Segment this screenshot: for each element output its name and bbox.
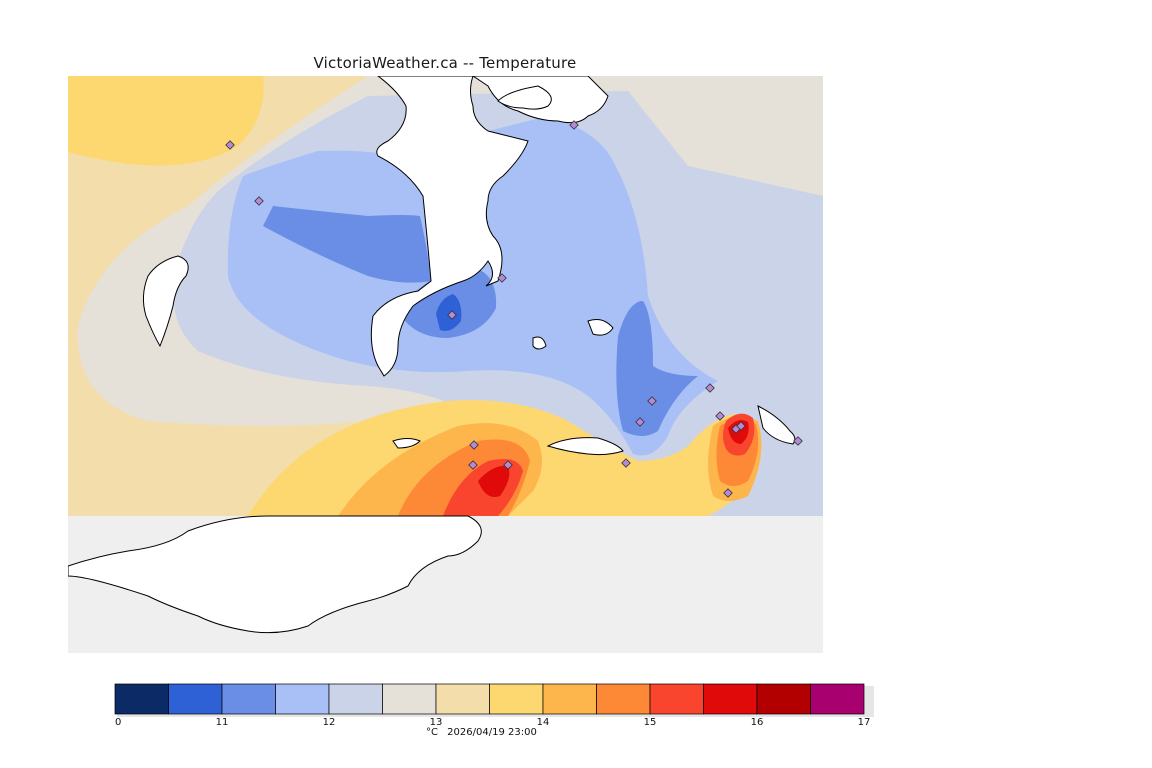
land-central-peninsula [370,76,529,377]
station-marker [469,440,479,450]
station-marker [715,411,725,421]
land-small-islet-2 [532,336,547,350]
colorbar-tick-label: 11 [216,717,229,728]
station-marker [723,488,733,498]
station-marker [468,460,478,470]
colorbar-bin [489,683,544,715]
station-marker [447,310,457,320]
colorbar-tick-label: 14 [537,717,550,728]
colorbar-bin [114,683,169,715]
contour-11-11.5-west [263,206,431,283]
colorbar-bin [221,683,276,715]
station-marker [497,273,507,283]
colorbar: 10 11 12 13 14 15 16 17 [114,683,874,728]
colorbar-caption: °C 2026/04/19 23:00 [426,727,537,738]
colorbar-bin [703,683,758,715]
temperature-map [68,76,823,653]
colorbar-bin [328,683,383,715]
colorbar-bin [649,683,704,715]
colorbar-bin [810,683,865,715]
colorbar-tick-label: 17 [858,717,871,728]
coastline [68,76,796,634]
colorbar-tick-label: 10 [114,717,121,728]
colorbar-unit: °C [426,727,438,738]
station-marker [225,140,235,150]
station-marker [254,196,264,206]
colorbar-bin [596,683,651,715]
station-marker [635,417,645,427]
contour-10.5-11 [436,294,462,331]
colorbar-bin [435,683,490,715]
station-markers [225,120,803,498]
contour-13.5-14-north [68,76,264,166]
temperature-field [68,76,823,516]
colorbar-tick-label: 13 [430,717,443,728]
land-east-point [757,405,796,445]
colorbar-ticks: 10 11 12 13 14 15 16 17 [114,717,870,728]
colorbar-bin [382,683,437,715]
colorbar-tick-label: 16 [751,717,764,728]
station-marker [503,460,513,470]
land-southeast-spit [546,437,624,456]
colorbar-bin [275,683,330,715]
station-marker [736,421,746,431]
land-west-island [142,255,189,348]
colorbar-tick-label: 15 [644,717,657,728]
station-marker [569,120,579,130]
land-south-mainland [68,515,482,634]
colorbar-datetime: 2026/04/19 23:00 [447,727,537,738]
land-north-bay [497,85,552,110]
colorbar-bin [168,683,223,715]
land-small-islet-3 [587,319,614,336]
colorbar-bins [114,683,865,715]
colorbar-bin [756,683,811,715]
colorbar-tick-label: 12 [323,717,336,728]
station-marker [621,458,631,468]
station-marker [705,383,715,393]
station-marker [647,396,657,406]
station-marker [793,436,803,446]
contour-15.5-16 [478,465,510,497]
contour-11-11.5-east [616,301,698,436]
land-small-islet-1 [392,438,421,449]
colorbar-bin [542,683,597,715]
map-title: VictoriaWeather.ca -- Temperature [313,54,577,72]
